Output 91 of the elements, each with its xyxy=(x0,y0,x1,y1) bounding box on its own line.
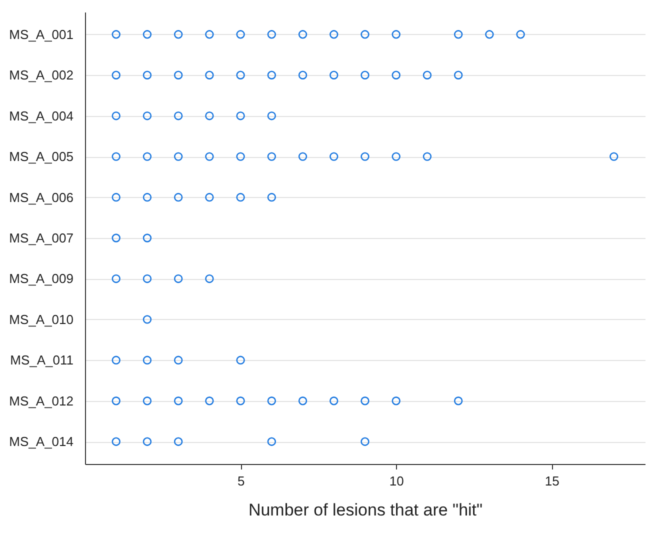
point xyxy=(174,396,183,406)
point xyxy=(298,70,308,80)
point xyxy=(422,70,432,80)
point xyxy=(174,356,183,365)
point xyxy=(142,396,152,406)
point xyxy=(267,30,276,39)
point xyxy=(267,111,276,120)
point xyxy=(174,437,183,446)
x-tick-label: 15 xyxy=(544,474,560,488)
y-tick-label: MS_A_002 xyxy=(9,68,74,83)
point xyxy=(112,396,120,406)
y-tick-label: MS_A_009 xyxy=(9,271,74,286)
y-tick-label: MS_A_004 xyxy=(9,108,74,124)
point xyxy=(360,396,370,406)
point xyxy=(454,70,463,80)
point xyxy=(298,396,308,406)
point xyxy=(112,437,120,446)
point xyxy=(330,152,338,161)
point xyxy=(142,192,152,202)
point xyxy=(112,111,120,120)
point xyxy=(360,30,370,39)
point xyxy=(236,356,245,365)
point xyxy=(330,30,338,39)
point xyxy=(205,70,214,80)
point xyxy=(236,30,245,39)
point xyxy=(360,152,370,161)
y-tick-label: MS_A_014 xyxy=(9,434,74,450)
point xyxy=(205,152,214,161)
point xyxy=(298,30,308,39)
point xyxy=(112,274,120,284)
point xyxy=(112,30,120,39)
point xyxy=(485,30,494,39)
point xyxy=(205,274,214,284)
point xyxy=(142,315,152,324)
point xyxy=(267,70,276,80)
point xyxy=(205,192,214,202)
y-tick-label: MS_A_005 xyxy=(9,149,74,164)
x-axis-title: Number of lesions that are "hit" xyxy=(248,500,483,520)
point xyxy=(205,30,214,39)
point xyxy=(112,192,120,202)
point xyxy=(236,192,245,202)
point xyxy=(174,192,183,202)
point xyxy=(142,30,152,39)
point xyxy=(174,70,183,80)
point xyxy=(142,152,152,161)
point xyxy=(392,30,400,39)
y-tick-label: MS_A_012 xyxy=(9,393,74,408)
point xyxy=(174,30,183,39)
point xyxy=(142,234,152,242)
point xyxy=(174,152,183,161)
point xyxy=(142,111,152,120)
y-tick-label: MS_A_011 xyxy=(10,352,74,368)
point xyxy=(392,70,400,80)
point xyxy=(236,111,245,120)
point xyxy=(112,70,120,80)
point xyxy=(267,396,276,406)
point xyxy=(392,396,400,406)
point xyxy=(112,234,120,242)
point xyxy=(142,274,152,284)
point xyxy=(422,152,432,161)
x-tick-label: 5 xyxy=(237,474,245,488)
point xyxy=(142,70,152,80)
point xyxy=(360,437,370,446)
point xyxy=(392,152,400,161)
point xyxy=(112,356,120,365)
point xyxy=(174,111,183,120)
point xyxy=(267,437,276,446)
point xyxy=(205,111,214,120)
point xyxy=(236,70,245,80)
point xyxy=(174,274,183,284)
point xyxy=(236,396,245,406)
point xyxy=(516,30,525,39)
x-tick-label: 10 xyxy=(389,474,404,488)
point xyxy=(298,152,308,161)
point xyxy=(360,70,370,80)
y-tick-label: MS_A_007 xyxy=(9,230,74,246)
point xyxy=(610,152,618,161)
point xyxy=(142,437,152,446)
point xyxy=(454,396,463,406)
point xyxy=(330,70,338,80)
y-tick-label: MS_A_006 xyxy=(9,190,74,205)
point xyxy=(112,152,120,161)
point xyxy=(267,192,276,202)
point xyxy=(236,152,245,161)
y-tick-label: MS_A_010 xyxy=(9,312,74,327)
point xyxy=(330,396,338,406)
point xyxy=(205,396,214,406)
y-tick-label: MS_A_001 xyxy=(9,26,74,42)
point xyxy=(142,356,152,365)
point xyxy=(267,152,276,161)
point xyxy=(454,30,463,39)
